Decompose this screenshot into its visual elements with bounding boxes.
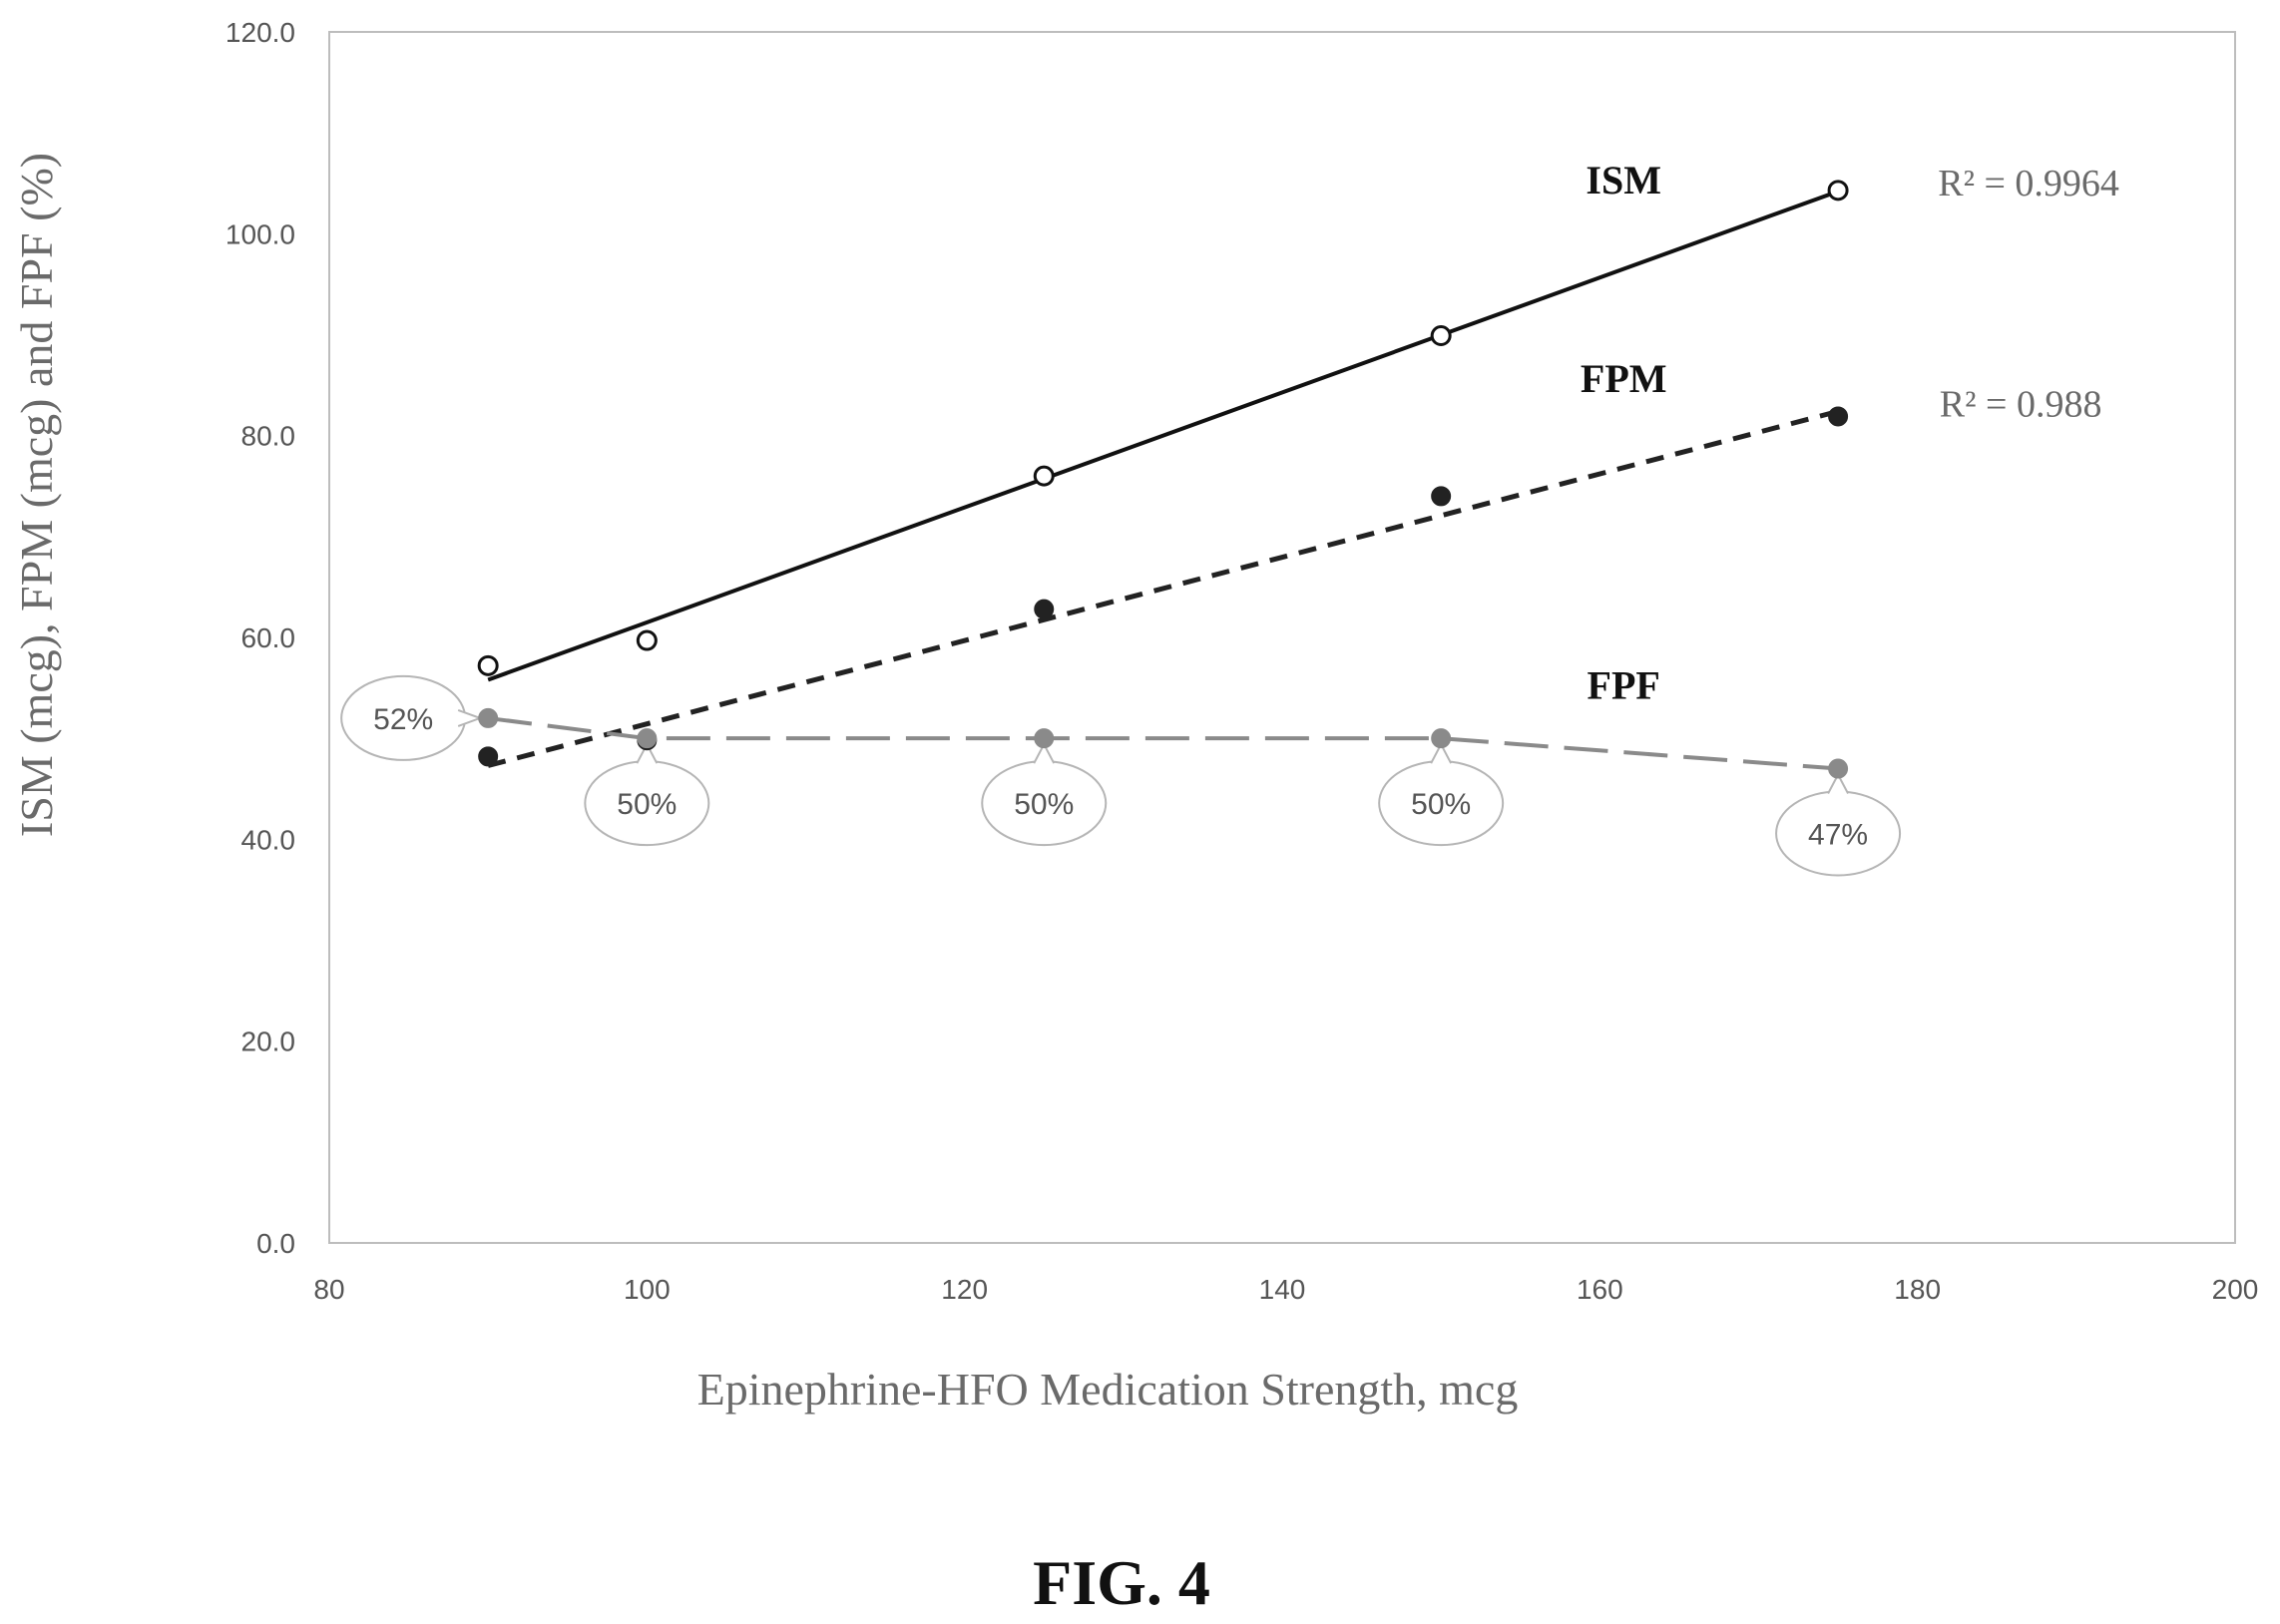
fpf-data-label: 47% <box>1808 819 1868 852</box>
fpm-point <box>1828 406 1849 427</box>
x-tick-label: 80 <box>313 1274 344 1305</box>
fpf-data-label: 50% <box>1014 788 1074 821</box>
fpm-point <box>478 746 499 767</box>
x-tick-label: 180 <box>1894 1274 1941 1305</box>
y-tick-label: 0.0 <box>256 1228 295 1259</box>
x-tick-label: 120 <box>941 1274 988 1305</box>
y-tick-label: 80.0 <box>241 421 296 452</box>
y-tick-label: 20.0 <box>241 1026 296 1057</box>
y-tick-label: 120.0 <box>226 17 295 48</box>
x-tick-label: 200 <box>2212 1274 2259 1305</box>
plot-area-frame <box>328 31 2236 1244</box>
fpf-series-label: FPF <box>1588 663 1660 708</box>
fpm-point <box>1431 486 1452 507</box>
fpf-data-label: 50% <box>617 788 677 821</box>
fpf-callout: 50% <box>1378 742 1505 847</box>
fpf-point <box>637 728 658 749</box>
ism-point <box>1827 180 1849 202</box>
y-tick-label: 60.0 <box>241 622 296 653</box>
ism-point <box>1430 325 1452 347</box>
fpf-point <box>1828 758 1849 779</box>
ism-point <box>636 629 658 651</box>
fpm-series-label: FPM <box>1581 356 1667 401</box>
fpm-r2-label: R² = 0.988 <box>1940 383 2102 425</box>
fpf-point <box>1034 728 1055 749</box>
x-tick-label: 160 <box>1577 1274 1623 1305</box>
fpf-callout: 50% <box>584 742 710 847</box>
fpf-data-label: 52% <box>373 703 433 736</box>
ism-point <box>1033 465 1055 487</box>
ism-r2-label: R² = 0.9964 <box>1938 163 2119 204</box>
trendlines <box>487 189 1839 768</box>
series-labels: ISM FPM FPF <box>1581 158 1667 708</box>
fpf-point <box>1431 728 1452 749</box>
r2-labels: R² = 0.9964 R² = 0.988 <box>1938 163 2119 426</box>
data-points <box>477 180 1849 779</box>
fpf-data-labels: 52% 50% 50% 50% 47% <box>340 674 1902 877</box>
x-axis-title: Epinephrine-HFO Medication Strength, mcg <box>697 1364 1519 1415</box>
fpf-point <box>478 707 499 728</box>
fpf-callout: 52% <box>340 674 484 761</box>
fpm-point <box>1034 599 1055 619</box>
fpf-data-label: 50% <box>1411 788 1471 821</box>
y-axis-title: ISM (mcg), FPM (mcg) and FPF (%) <box>11 153 62 837</box>
fpm-trendline <box>487 408 1839 768</box>
y-axis-ticks: 0.0 20.0 40.0 60.0 80.0 100.0 120.0 <box>226 17 295 1259</box>
y-tick-label: 100.0 <box>226 218 295 249</box>
x-tick-label: 140 <box>1259 1274 1306 1305</box>
y-tick-label: 40.0 <box>241 824 296 855</box>
fpf-callout: 47% <box>1775 772 1902 877</box>
fpf-callout: 50% <box>981 742 1108 847</box>
figure-label: FIG. 4 <box>1033 1547 1210 1618</box>
ism-point <box>477 654 499 676</box>
x-axis-ticks: 80 100 120 140 160 180 200 <box>313 1274 2258 1305</box>
x-tick-label: 100 <box>624 1274 671 1305</box>
ism-trendline <box>487 189 1839 682</box>
ism-series-label: ISM <box>1586 158 1661 203</box>
